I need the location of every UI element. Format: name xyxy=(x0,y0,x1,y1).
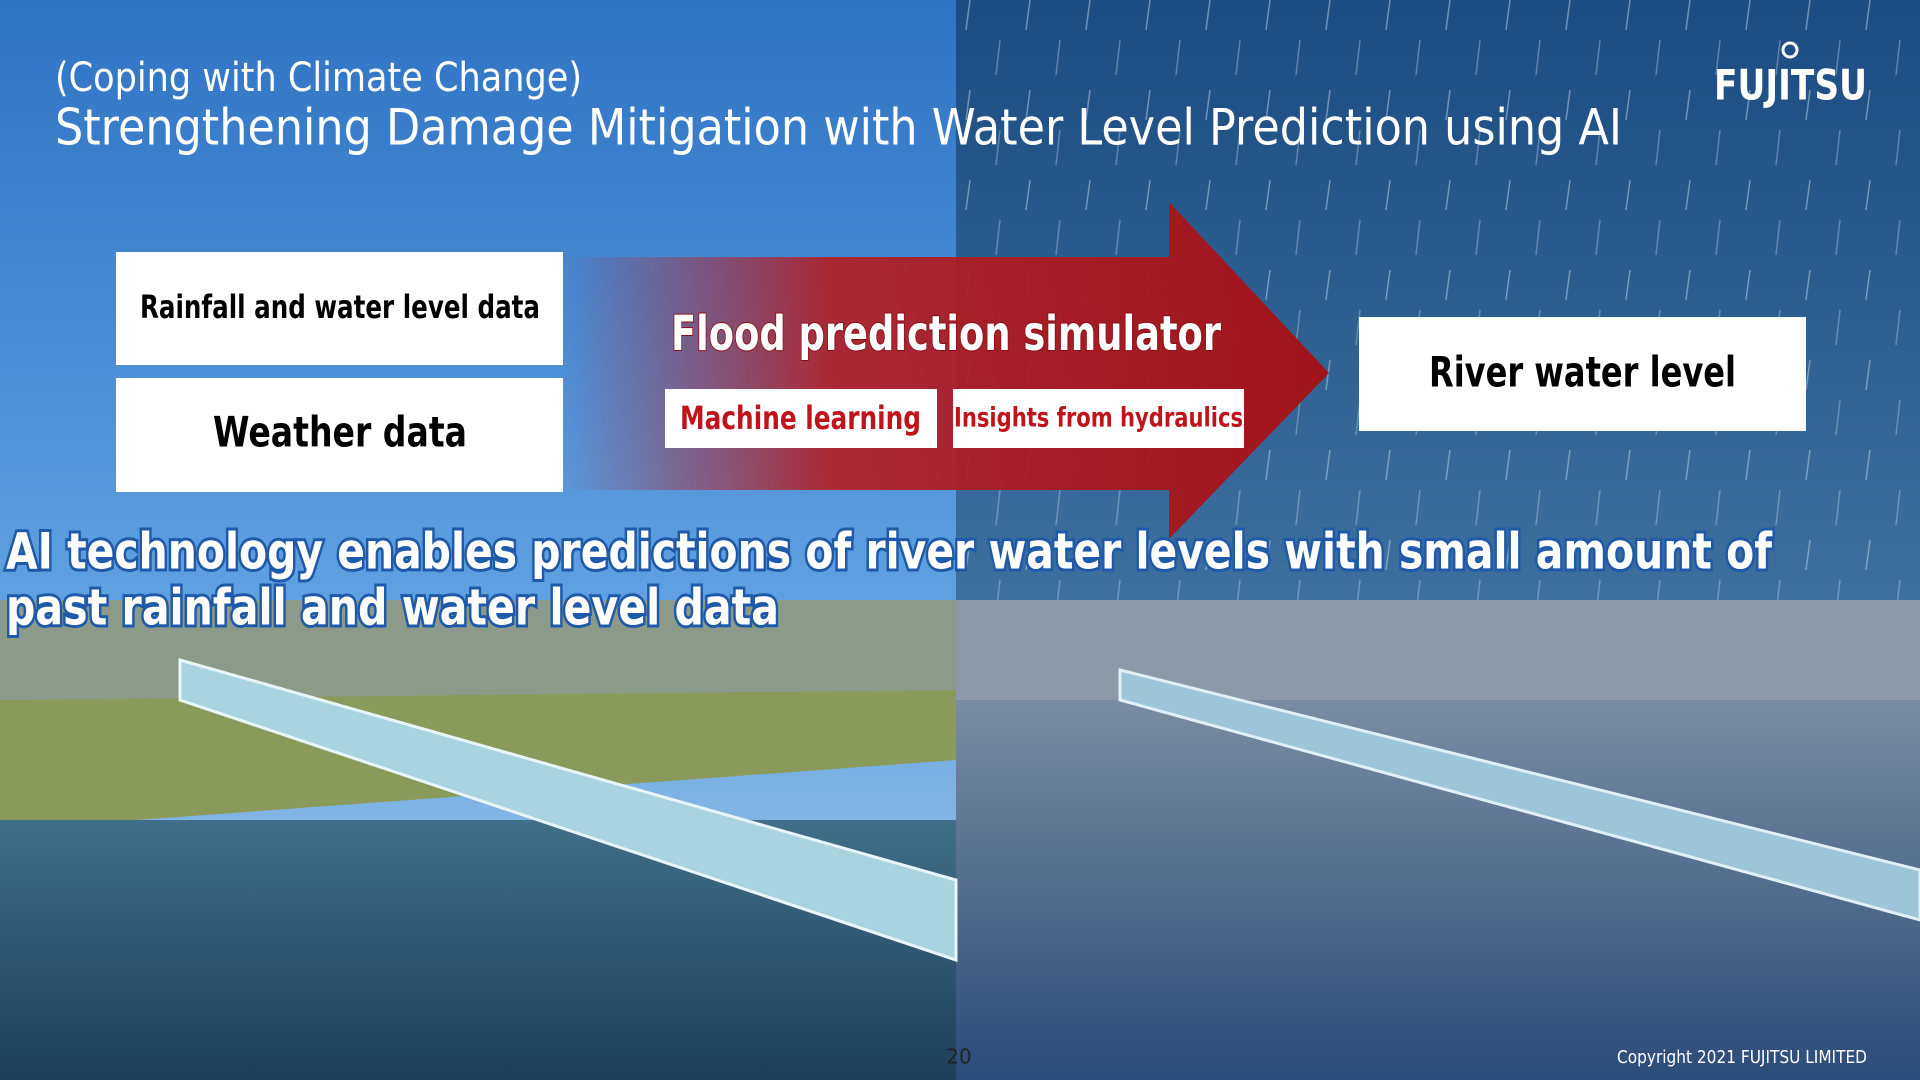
summary-line: past rainfall and water level data xyxy=(6,579,779,637)
city-right xyxy=(956,600,1920,710)
simulator-title: Flood prediction simulator xyxy=(671,306,1221,362)
logo: FUJITSU xyxy=(1714,61,1867,110)
input-label: Weather data xyxy=(213,408,467,457)
slide: (Coping with Climate Change) Strengtheni… xyxy=(0,0,1920,1080)
output-label: River water level xyxy=(1429,348,1736,397)
title: Strengthening Damage Mitigation with Wat… xyxy=(55,99,1622,157)
copyright: Copyright 2021 FUJITSU LIMITED xyxy=(1617,1047,1867,1068)
page-number: 20 xyxy=(946,1045,971,1069)
summary-line: AI technology enables predictions of riv… xyxy=(6,523,1773,581)
page: (Coping with Climate Change) Strengtheni… xyxy=(0,0,1920,1080)
input-label: Rainfall and water level data xyxy=(140,288,540,326)
subtitle: (Coping with Climate Change) xyxy=(55,55,582,101)
method-label: Insights from hydraulics xyxy=(954,403,1243,434)
method-label: Machine learning xyxy=(680,399,921,437)
